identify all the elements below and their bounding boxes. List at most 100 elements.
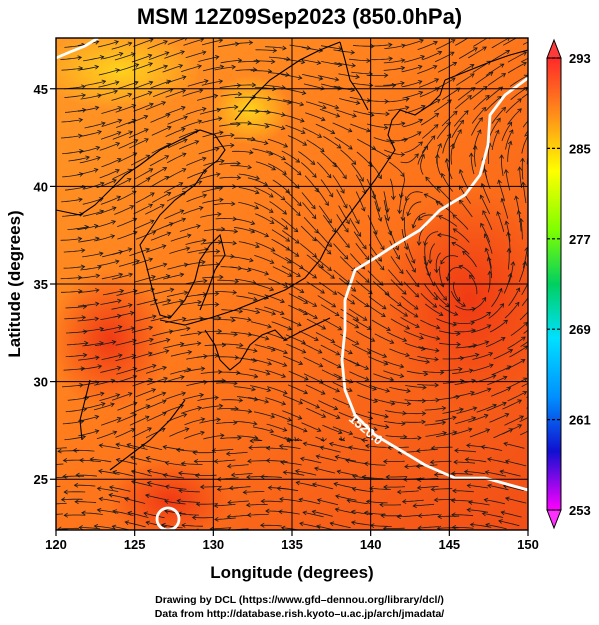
streamline (320, 409, 340, 419)
streamline (83, 210, 104, 217)
streamline (287, 384, 308, 394)
streamline-arrowhead (354, 340, 360, 345)
streamline (151, 143, 171, 154)
streamline (521, 282, 528, 296)
streamline (389, 400, 411, 405)
streamline (267, 138, 288, 148)
streamline (418, 399, 440, 401)
streamline-arrowhead (99, 55, 105, 60)
streamline (417, 486, 439, 489)
streamline-arrowhead (456, 331, 461, 336)
streamline-arrowhead (473, 47, 478, 52)
streamline-arrowhead (162, 365, 167, 371)
streamline (402, 91, 423, 99)
streamline-arrowhead (462, 250, 467, 256)
streamline (96, 90, 118, 97)
streamline (390, 318, 410, 330)
streamline-arrowhead (219, 130, 224, 136)
streamline (129, 138, 149, 149)
streamline-arrowhead (196, 341, 202, 346)
streamline-arrowhead (397, 209, 403, 215)
streamline-arrowhead (399, 193, 404, 199)
streamline-arrowhead (335, 387, 341, 393)
streamline (150, 113, 171, 123)
streamline-arrowhead (179, 209, 185, 214)
streamline-arrowhead (202, 238, 207, 244)
streamline-arrowhead (145, 154, 151, 160)
streamline-arrowhead (216, 417, 221, 423)
streamline-arrowhead (198, 88, 204, 94)
streamline-arrowhead (249, 257, 254, 263)
colorbar-tick-label: 261 (569, 413, 591, 428)
streamline-arrowhead (98, 251, 104, 257)
streamline (384, 44, 406, 49)
streamline-arrowhead (57, 526, 62, 530)
streamline (145, 204, 165, 215)
streamline (61, 119, 83, 123)
streamline-arrowhead (525, 134, 528, 137)
streamline-arrowhead (245, 502, 251, 508)
streamline (236, 373, 258, 378)
streamline-arrowhead (536, 377, 540, 381)
streamline-arrowhead (298, 360, 304, 366)
streamline-arrowhead (253, 348, 258, 353)
streamline-arrowhead (507, 272, 513, 278)
streamline-arrowhead (299, 101, 305, 107)
streamline-arrowhead (126, 178, 132, 183)
streamline-arrowhead (507, 38, 510, 41)
streamline (272, 252, 292, 264)
streamline-arrowhead (413, 313, 419, 318)
streamline (77, 318, 99, 322)
streamline (264, 306, 285, 315)
streamline-arrowhead (400, 81, 405, 86)
streamline (198, 148, 219, 155)
streamline-arrowhead (333, 481, 339, 487)
streamline (199, 419, 221, 424)
streamline-arrowhead (434, 268, 439, 274)
streamline-arrowhead (488, 352, 494, 357)
streamline-arrowhead (267, 361, 273, 366)
streamline (418, 78, 439, 88)
streamline-arrowhead (362, 316, 368, 321)
streamline (403, 330, 424, 339)
streamline-arrowhead (147, 90, 153, 96)
streamline-arrowhead (387, 445, 392, 451)
streamline (437, 62, 457, 73)
streamline (179, 225, 201, 232)
streamline-arrowhead (226, 514, 232, 520)
streamline (314, 256, 332, 271)
streamline-arrowhead (400, 216, 406, 222)
streamline-arrowhead (264, 232, 270, 238)
streamline (519, 417, 528, 423)
streamline (117, 402, 138, 411)
streamline-arrowhead (411, 268, 416, 273)
streamline-arrowhead (400, 121, 406, 127)
streamline (484, 168, 491, 190)
streamline-arrowhead (517, 399, 522, 404)
streamline-arrowhead (169, 287, 175, 293)
streamline (357, 394, 378, 403)
streamline-arrowhead (499, 469, 505, 475)
streamline (486, 402, 507, 412)
streamline-arrowhead (83, 329, 88, 335)
streamline-arrowhead (345, 243, 350, 248)
streamline (145, 428, 166, 438)
streamline-arrowhead (135, 259, 140, 264)
streamline (111, 42, 132, 50)
streamline (180, 65, 202, 73)
streamline (335, 230, 350, 248)
streamline-arrowhead (466, 507, 471, 513)
grid-lines (56, 38, 528, 530)
streamline-arrowhead (508, 349, 514, 354)
streamline-arrowhead (534, 73, 538, 77)
streamline-arrowhead (99, 326, 105, 332)
streamline-arrowhead (356, 232, 362, 237)
streamline-arrowhead (183, 138, 188, 143)
streamline-arrowhead (406, 401, 412, 406)
streamline (268, 163, 287, 175)
streamline-arrowhead (219, 64, 225, 70)
streamline-arrowhead (127, 510, 133, 516)
streamline-arrowhead (187, 350, 193, 355)
streamline (95, 220, 116, 228)
streamline (485, 524, 507, 530)
